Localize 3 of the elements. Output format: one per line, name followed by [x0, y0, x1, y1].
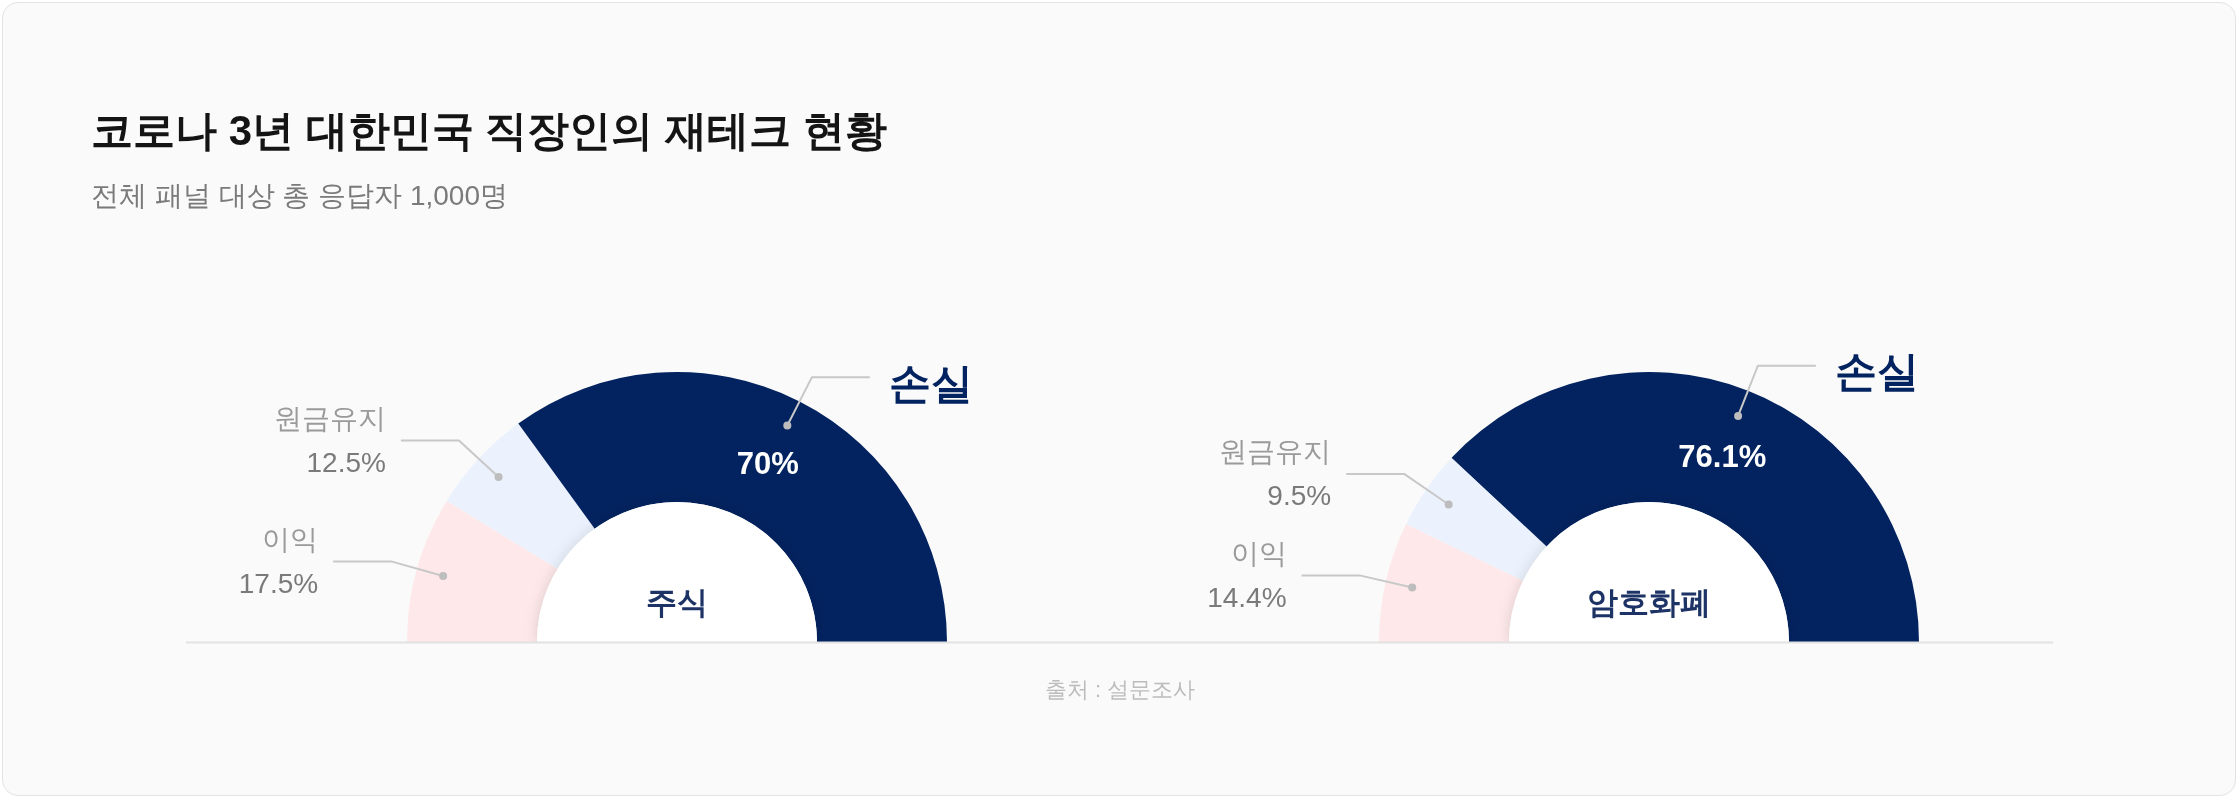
note: 출처 : 설문조사 — [1044, 676, 1196, 702]
title: 코로나 3년 대한민국 직장인의 재테크 현황 — [91, 106, 887, 154]
subtitle: 전체 패널 대상 총 응답자 1,000명 — [91, 179, 508, 211]
